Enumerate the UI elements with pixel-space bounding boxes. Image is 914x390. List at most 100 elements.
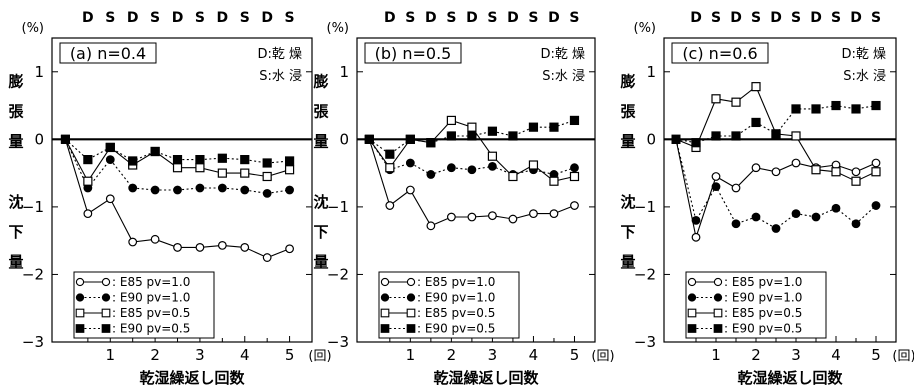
data-point xyxy=(446,115,456,126)
cycle-marker-d: D xyxy=(548,10,560,26)
y-tick-label: −1 xyxy=(634,198,656,216)
y-tick-label: −3 xyxy=(327,333,349,351)
data-point xyxy=(831,203,841,213)
data-point xyxy=(128,183,138,193)
legend-label: : E90 pv=0.5 xyxy=(112,322,190,336)
data-point xyxy=(467,212,477,222)
data-point xyxy=(240,243,250,252)
legend-box xyxy=(378,271,520,339)
data-point xyxy=(284,165,295,175)
x-tick-label: 1 xyxy=(711,346,721,364)
cycle-marker-d: D xyxy=(466,10,478,26)
x-unit-label: (回) xyxy=(308,349,331,364)
legend-marker xyxy=(101,308,111,318)
cycle-marker-d: D xyxy=(172,10,184,26)
data-point xyxy=(128,156,138,166)
data-point xyxy=(691,232,701,242)
legend-marker xyxy=(101,293,111,302)
plot-frame xyxy=(663,37,897,343)
data-point xyxy=(487,126,498,136)
data-point xyxy=(488,161,497,171)
data-point xyxy=(446,212,456,222)
data-point xyxy=(262,171,272,182)
y-tick-label: 1 xyxy=(34,63,44,81)
y-tick-label: −2 xyxy=(634,265,656,283)
y-tick-label: 0 xyxy=(646,130,656,148)
x-tick-label: 5 xyxy=(285,346,295,364)
data-point xyxy=(731,131,741,141)
data-point xyxy=(731,219,741,229)
data-point xyxy=(549,122,559,132)
cycle-marker-d: D xyxy=(730,10,742,26)
data-point xyxy=(771,224,781,233)
cycle-marker-s: S xyxy=(285,10,295,26)
data-point xyxy=(262,253,272,262)
data-point xyxy=(426,138,436,148)
data-point xyxy=(150,234,160,244)
data-point xyxy=(285,185,294,195)
x-tick-label: 4 xyxy=(831,346,841,364)
data-point xyxy=(240,155,250,165)
data-point xyxy=(446,131,456,141)
series-1 xyxy=(364,134,579,231)
cycle-marker-d: D xyxy=(507,10,519,26)
legend-entry-2: : E90 pv=1.0 xyxy=(75,291,190,305)
data-point xyxy=(385,163,395,173)
data-point xyxy=(488,211,497,221)
x-tick-label: 3 xyxy=(488,346,498,364)
data-point xyxy=(528,160,539,170)
legend-marker xyxy=(687,293,697,302)
y-tick-label: −1 xyxy=(22,198,44,216)
data-point xyxy=(240,185,250,195)
legend-marker xyxy=(75,293,85,302)
note-line-2: S:水 浸 xyxy=(542,69,585,84)
cycle-marker-d: D xyxy=(261,10,273,26)
data-point xyxy=(262,158,272,168)
cycle-marker-s: S xyxy=(569,10,579,26)
legend-label: : E85 pv=0.5 xyxy=(724,306,802,320)
cycle-marker-s: S xyxy=(528,10,538,26)
legend-entry-4: : E90 pv=0.5 xyxy=(687,322,802,336)
legend-marker xyxy=(713,293,723,302)
x-tick-label: 5 xyxy=(570,346,580,364)
data-point xyxy=(851,167,861,177)
data-point xyxy=(217,183,227,193)
data-point xyxy=(467,122,477,132)
data-point xyxy=(508,171,518,182)
data-point xyxy=(871,158,881,168)
data-point xyxy=(217,240,227,250)
legend-entry-3: : E85 pv=0.5 xyxy=(380,306,495,320)
data-point xyxy=(385,149,395,159)
cycle-marker-s: S xyxy=(751,10,761,26)
legend-label: : E85 pv=0.5 xyxy=(417,306,495,320)
legend-marker xyxy=(101,324,111,333)
data-point xyxy=(150,185,160,195)
data-point xyxy=(791,158,801,168)
data-point xyxy=(570,163,579,173)
legend-entry-4: : E90 pv=0.5 xyxy=(75,322,190,336)
legend-entry-3: : E85 pv=0.5 xyxy=(687,306,802,320)
data-point xyxy=(871,167,881,177)
x-tick-label: 4 xyxy=(529,346,539,364)
data-point xyxy=(83,209,93,219)
data-point xyxy=(549,176,559,186)
data-point xyxy=(173,243,182,252)
y-tick-label: 1 xyxy=(339,63,349,81)
data-point xyxy=(570,201,579,210)
series-4 xyxy=(671,100,881,148)
legend-marker xyxy=(406,277,416,287)
data-point xyxy=(172,163,183,173)
legend-entry-1: : E85 pv=1.0 xyxy=(380,275,495,289)
data-point xyxy=(195,155,205,165)
data-point xyxy=(791,209,801,219)
x-unit-label: (回) xyxy=(591,349,614,364)
data-point xyxy=(831,100,841,111)
legend-entry-2: : E90 pv=1.0 xyxy=(687,291,802,305)
x-tick-label: 5 xyxy=(871,346,881,364)
x-tick-label: 2 xyxy=(150,346,160,364)
data-point xyxy=(771,129,781,139)
data-point xyxy=(871,100,881,111)
y-tick-label: −3 xyxy=(22,333,44,351)
legend-entry-4: : E90 pv=0.5 xyxy=(380,322,495,336)
data-point xyxy=(771,167,781,177)
